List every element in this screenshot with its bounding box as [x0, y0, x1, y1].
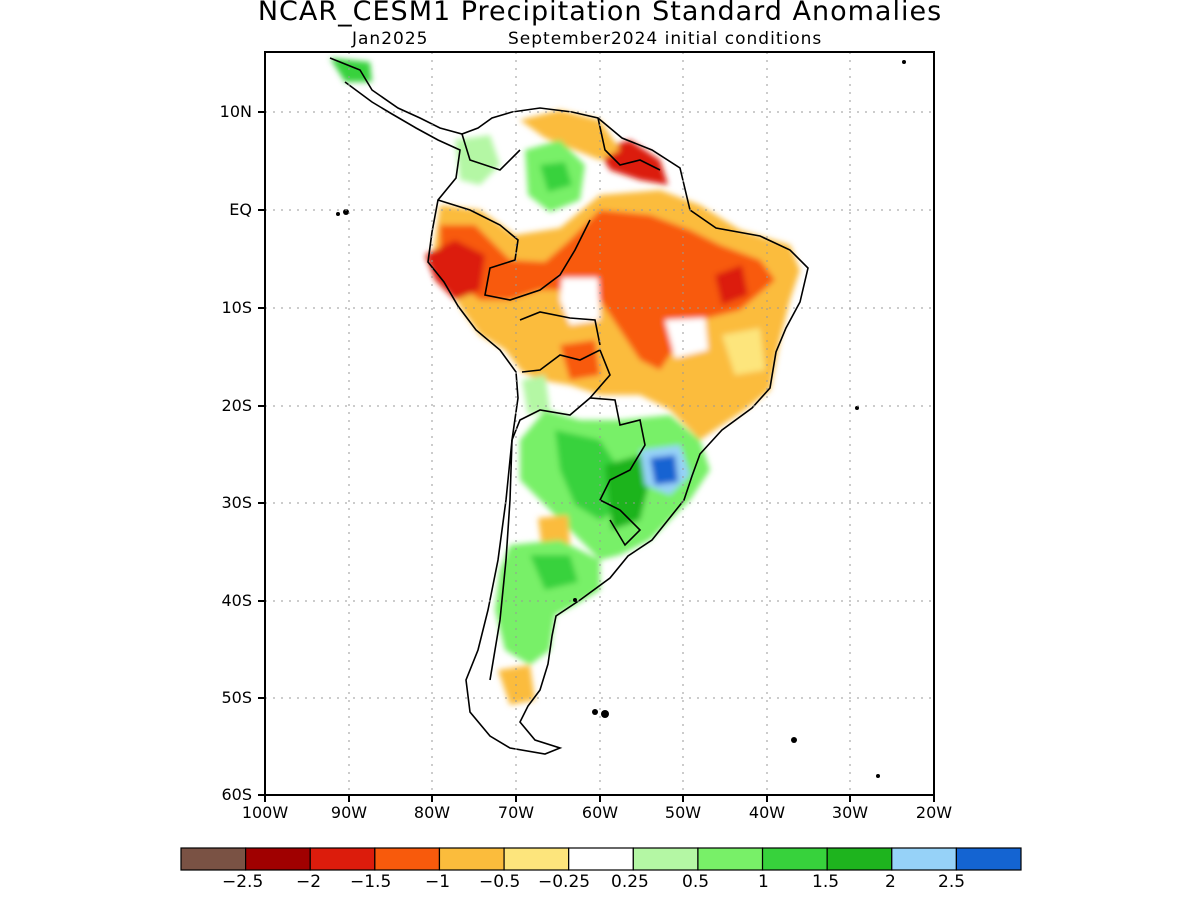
colorbar-swatch: [761, 847, 828, 871]
forecast-month: Jan2025: [352, 29, 429, 49]
colorbar-label: −2: [296, 872, 322, 892]
colorbar-swatch: [955, 847, 1022, 871]
anomaly-field: [330, 58, 800, 705]
colorbar-swatch: [632, 847, 699, 871]
colorbar-label: −2.5: [222, 872, 264, 892]
lat-label: 50S: [221, 688, 252, 707]
lon-label: 70W: [497, 803, 535, 822]
anomaly-patch: [440, 210, 775, 370]
lat-label: 10S: [221, 298, 252, 317]
lat-label: 20S: [221, 396, 252, 415]
axis-ticks: [258, 111, 935, 802]
colorbar-swatch: [245, 847, 311, 871]
anomaly-patch: [538, 515, 570, 548]
islands: [336, 60, 906, 778]
anomaly-patch: [425, 240, 485, 300]
lat-label: 40S: [221, 591, 252, 610]
colorbar-swatch: [438, 847, 505, 871]
colorbar-swatch: [826, 847, 893, 871]
anomaly-patch: [522, 375, 550, 415]
colorbar-label: −0.5: [479, 872, 521, 892]
anomaly-patch: [540, 162, 572, 192]
lon-label: 30W: [831, 803, 869, 822]
anomaly-patch: [530, 555, 578, 590]
colorbar-swatch: [309, 847, 376, 871]
colorbar: [180, 847, 1022, 871]
initial-conditions: September2024 initial conditions: [508, 29, 823, 49]
anomaly-patch: [605, 455, 650, 530]
anomaly-patch: [555, 430, 625, 520]
colorbar-swatch: [180, 847, 247, 871]
lat-label: 30S: [221, 493, 252, 512]
chart-title: NCAR_CESM1 Precipitation Standard Anomal…: [257, 0, 943, 27]
colorbar-label: 0.5: [682, 872, 710, 892]
lat-label: EQ: [229, 200, 252, 219]
colorbar-label: −1: [425, 872, 451, 892]
colorbar-swatch: [374, 847, 441, 871]
anomaly-patch: [715, 265, 748, 305]
colorbar-label: −1.5: [350, 872, 392, 892]
colorbar-label: 2: [885, 872, 896, 892]
lat-label: 10N: [219, 102, 252, 121]
colorbar-label: 1.5: [812, 872, 840, 892]
colorbar-swatch: [697, 847, 764, 871]
lon-label: 40W: [748, 803, 786, 822]
anomaly-patch: [722, 328, 765, 375]
lon-label: 80W: [413, 803, 451, 822]
colorbar-label: 1: [758, 872, 769, 892]
lon-label: 100W: [241, 803, 289, 822]
lon-label: 90W: [330, 803, 368, 822]
colorbar-swatch: [891, 847, 957, 871]
colorbar-swatch: [568, 847, 634, 871]
anomaly-patch: [665, 318, 708, 358]
anomaly-patch: [560, 278, 600, 325]
colorbar-label: 0.25: [611, 872, 649, 892]
lon-label: 50W: [664, 803, 702, 822]
lon-label: 20W: [915, 803, 953, 822]
lon-label: 60W: [581, 803, 619, 822]
lat-label: 60S: [221, 785, 252, 804]
colorbar-swatch: [503, 847, 570, 871]
anomaly-patch: [520, 110, 620, 160]
anomaly-patch: [330, 58, 372, 82]
anomaly-patch: [650, 455, 678, 485]
coastlines-and-borders: [329, 57, 809, 755]
colorbar-label: −0.25: [538, 872, 591, 892]
colorbar-label: 2.5: [938, 872, 966, 892]
